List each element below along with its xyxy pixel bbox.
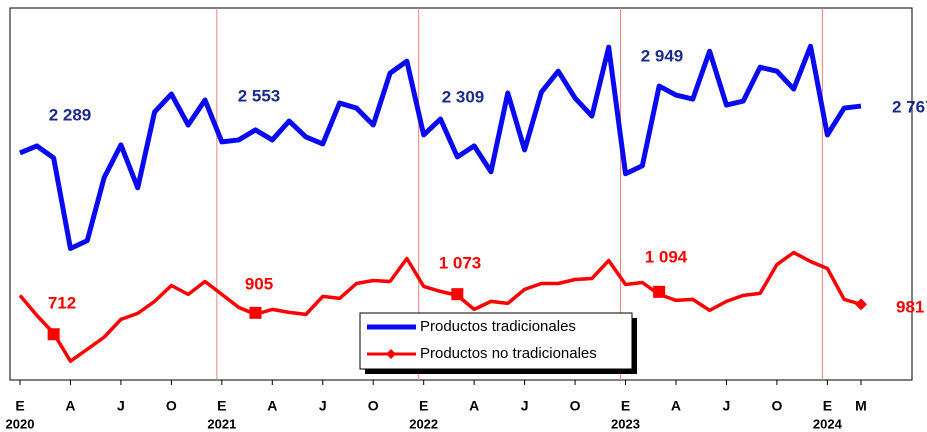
- x-tick-label: J: [521, 398, 529, 414]
- x-tick-label: A: [671, 398, 681, 414]
- annotation-label: 2 553: [238, 86, 281, 105]
- x-tick-label: J: [723, 398, 731, 414]
- series-line: [18, 250, 862, 363]
- annotation-marker: [249, 306, 262, 319]
- legend-box: [359, 312, 633, 370]
- series-line: [19, 43, 862, 252]
- x-tick-label: J: [319, 398, 327, 414]
- x-tick-label: E: [15, 398, 24, 414]
- x-tick-label: A: [267, 398, 277, 414]
- legend-marker: [386, 349, 396, 359]
- annotation-label: 1 073: [439, 253, 482, 272]
- year-label: 2023: [611, 416, 640, 431]
- annotation-label: 2 289: [49, 105, 92, 124]
- annotation-marker: [855, 298, 867, 311]
- year-label: 2022: [409, 416, 438, 431]
- annotation-label: 712: [48, 293, 76, 312]
- annotation-label: 2 949: [641, 46, 684, 65]
- legend-label: Productos no tradicionales: [420, 345, 597, 362]
- annotation-label: 905: [245, 274, 273, 293]
- x-tick-label: A: [469, 398, 479, 414]
- x-tick-label: J: [117, 398, 125, 414]
- x-tick-label: E: [823, 398, 832, 414]
- annotation-label: 981: [896, 297, 924, 316]
- x-tick-label: E: [621, 398, 630, 414]
- year-label: 2024: [813, 416, 843, 431]
- x-tick-label: A: [65, 398, 75, 414]
- annotation-label: 2 309: [442, 87, 485, 106]
- annotation-marker: [47, 328, 60, 341]
- annotation-label: 1 094: [645, 247, 688, 266]
- legend-label: Productos tradicionales: [420, 318, 576, 335]
- year-label: 2020: [6, 416, 35, 431]
- x-tick-label: E: [419, 398, 428, 414]
- x-tick-label: O: [771, 398, 782, 414]
- annotation-marker: [653, 285, 666, 298]
- legend: Productos tradicionales Productos no trad…: [359, 312, 637, 374]
- x-tick-label: E: [217, 398, 226, 414]
- x-tick-label: M: [855, 398, 867, 414]
- x-tick-label: O: [166, 398, 177, 414]
- x-tick-label: O: [570, 398, 581, 414]
- x-tick-label: O: [368, 398, 379, 414]
- annotation-label: 2 767: [892, 97, 927, 116]
- year-label: 2021: [207, 416, 236, 431]
- annotation-marker: [451, 288, 464, 301]
